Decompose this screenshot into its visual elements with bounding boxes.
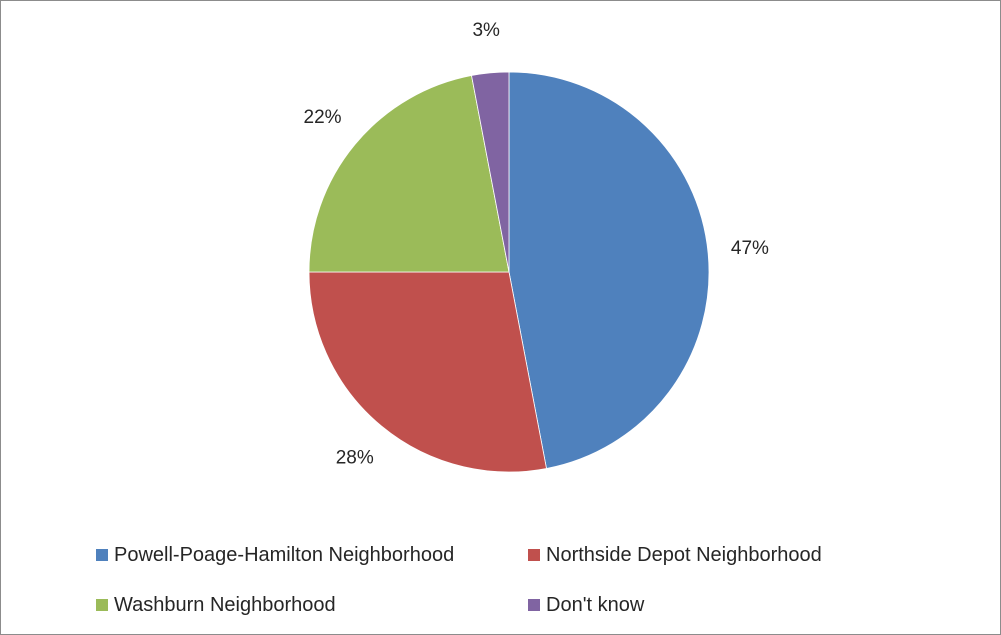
- legend-item-dont-know: Don't know: [528, 590, 644, 620]
- pie-slice-northside-depot: [308, 271, 547, 473]
- pie-slice-washburn: [308, 75, 510, 273]
- legend-swatch: [96, 599, 108, 611]
- data-label-washburn: 22%: [304, 107, 342, 128]
- legend-item-powell-poage-hamilton: Powell-Poage-Hamilton Neighborhood: [96, 540, 454, 570]
- pie-slice-powell-poage-hamilton: [508, 71, 710, 469]
- pie-slice-dont-know: [471, 71, 510, 273]
- data-label-dont-know: 3%: [472, 20, 500, 41]
- legend-label: Washburn Neighborhood: [114, 593, 336, 616]
- legend-swatch: [528, 549, 540, 561]
- legend-swatch: [96, 549, 108, 561]
- legend-item-washburn: Washburn Neighborhood: [96, 590, 336, 620]
- legend-item-northside-depot: Northside Depot Neighborhood: [528, 540, 822, 570]
- chart-legend: Powell-Poage-Hamilton Neighborhood North…: [96, 540, 916, 630]
- legend-swatch: [528, 599, 540, 611]
- legend-label: Don't know: [546, 593, 645, 616]
- legend-label: Powell-Poage-Hamilton Neighborhood: [114, 543, 455, 566]
- pie-data-labels: 47% 28% 22% 3%: [304, 20, 770, 468]
- legend-label: Northside Depot Neighborhood: [546, 543, 822, 566]
- data-label-powell-poage-hamilton: 47%: [731, 238, 769, 259]
- data-label-northside-depot: 28%: [336, 447, 374, 468]
- pie-slices: [308, 71, 710, 473]
